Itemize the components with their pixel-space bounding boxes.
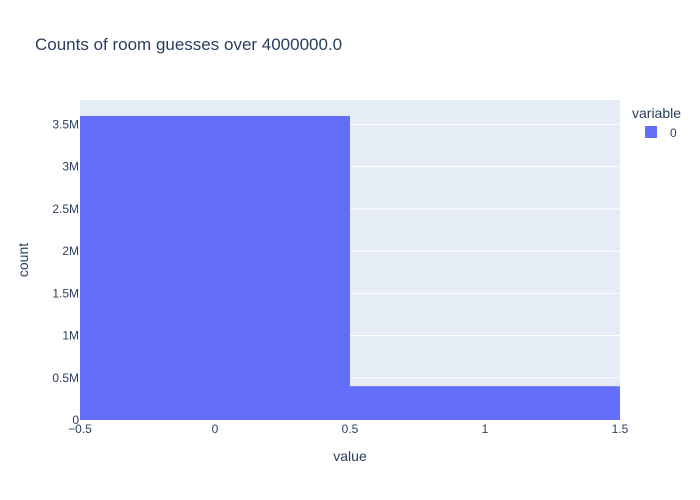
y-axis-title: count bbox=[15, 243, 31, 277]
x-tick-label-2: 0.5 bbox=[342, 422, 359, 436]
y-tick-label-4: 2M bbox=[62, 244, 79, 258]
legend[interactable]: variable 0 bbox=[632, 105, 681, 140]
y-tick-label-1: 0.5M bbox=[52, 371, 79, 385]
y-tick-label-2: 1M bbox=[62, 329, 79, 343]
bar-0-0[interactable] bbox=[80, 116, 350, 420]
bars bbox=[80, 116, 620, 420]
x-tick-label-4: 1.5 bbox=[612, 422, 629, 436]
legend-swatch bbox=[645, 126, 657, 138]
y-tick-label-6: 3M bbox=[62, 160, 79, 174]
legend-item-0[interactable]: 0 bbox=[645, 126, 677, 140]
x-tick-label-1: 0 bbox=[212, 422, 219, 436]
x-axis-title: value bbox=[333, 448, 367, 464]
legend-title: variable bbox=[632, 105, 681, 121]
y-tick-label-3: 1.5M bbox=[52, 286, 79, 300]
x-tick-label-0: −0.5 bbox=[68, 422, 92, 436]
legend-label: 0 bbox=[670, 126, 677, 140]
y-tick-label-5: 2.5M bbox=[52, 202, 79, 216]
x-tick-labels: −0.5 0 0.5 1 1.5 bbox=[68, 422, 629, 436]
x-tick-label-3: 1 bbox=[482, 422, 489, 436]
chart-title: Counts of room guesses over 4000000.0 bbox=[35, 35, 342, 54]
bar-0-1[interactable] bbox=[350, 386, 620, 420]
y-tick-label-7: 3.5M bbox=[52, 117, 79, 131]
y-tick-label-0: 0 bbox=[72, 413, 79, 427]
y-tick-labels: 0 0.5M 1M 1.5M 2M 2.5M 3M 3.5M bbox=[52, 117, 79, 427]
